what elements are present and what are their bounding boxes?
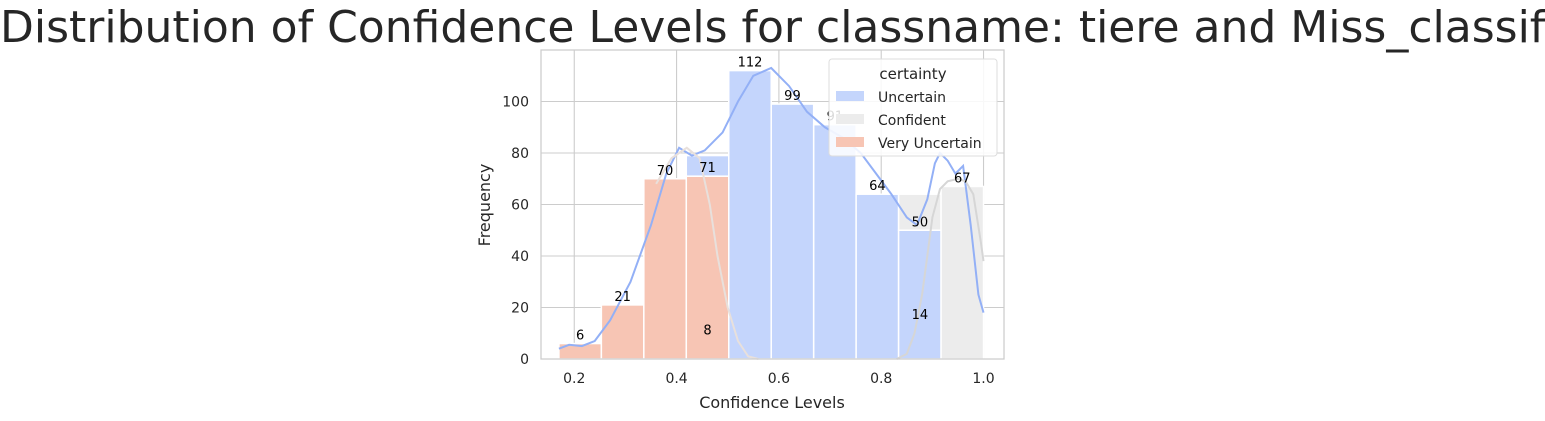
- bar-very-uncertain-bin-3: [685, 175, 730, 360]
- histogram-bars: [558, 69, 985, 360]
- bar-value-label-0: 6: [576, 329, 584, 344]
- bar-uncertain-bin-8: [897, 229, 942, 360]
- plot-frame: [540, 49, 1005, 360]
- legend: certainty Uncertain Confident Very Uncer…: [828, 58, 998, 157]
- legend-box: [828, 58, 998, 157]
- legend-title: certainty: [879, 65, 946, 83]
- x-tick-label-0: 0.2: [563, 371, 585, 387]
- bar-value-label-2: 70: [657, 164, 674, 179]
- bar-value-label-11: 67: [954, 171, 971, 186]
- bar-value-label-1: 21: [614, 290, 631, 305]
- bar-value-label-6: 99: [784, 89, 801, 104]
- legend-swatch-confident: [836, 114, 864, 124]
- bar-very-uncertain-bin-2: [643, 178, 688, 360]
- legend-label-confident: Confident: [878, 113, 946, 129]
- chart-title: Distribution of Confidence Levels for cl…: [0, 2, 1545, 53]
- bar-uncertain-bin-4: [728, 69, 772, 360]
- y-tick-label-4: 80: [511, 146, 529, 162]
- legend-swatch-very-uncertain: [836, 137, 864, 147]
- legend-label-uncertain: Uncertain: [878, 90, 946, 106]
- bar-value-label-4: 8: [703, 323, 711, 338]
- bar-value-label-8: 64: [869, 179, 886, 194]
- bar-very-uncertain-bin-1: [600, 304, 645, 360]
- bar-value-label-3: 71: [699, 161, 716, 176]
- x-axis-label: Confidence Levels: [699, 393, 845, 412]
- kde-curve-uncertain: [558, 66, 985, 350]
- kde-curves: [558, 66, 985, 360]
- y-tick-label-0: 0: [520, 352, 529, 368]
- bar-uncertain-bin-5: [770, 103, 815, 360]
- x-tick-label-4: 1.0: [972, 371, 994, 387]
- y-tick-label-2: 40: [511, 249, 529, 265]
- legend-swatch-uncertain: [836, 91, 864, 101]
- kde-curve-very-uncertain: [655, 146, 759, 360]
- y-tick-label-5: 100: [502, 95, 529, 111]
- kde-curve-confident: [896, 177, 985, 360]
- bar-value-label-5: 112: [738, 56, 763, 71]
- bar-uncertain-bin-6: [812, 123, 857, 360]
- bar-value-label-10: 14: [912, 308, 929, 323]
- y-tick-label-1: 20: [511, 301, 529, 317]
- x-tick-label-3: 0.8: [870, 371, 892, 387]
- x-tick-label-2: 0.6: [768, 371, 790, 387]
- y-tick-label-3: 60: [511, 198, 529, 214]
- x-tick-label-1: 0.4: [665, 371, 687, 387]
- y-axis-label: Frequency: [475, 164, 494, 247]
- axis-ticks: 0.2 0.4 0.6 0.8 1.0 0 20 40 60 80 100: [502, 95, 994, 388]
- bar-uncertain-bin-7: [855, 193, 900, 360]
- bar-value-label-9: 50: [912, 215, 929, 230]
- legend-label-very-uncertain: Very Uncertain: [878, 136, 982, 152]
